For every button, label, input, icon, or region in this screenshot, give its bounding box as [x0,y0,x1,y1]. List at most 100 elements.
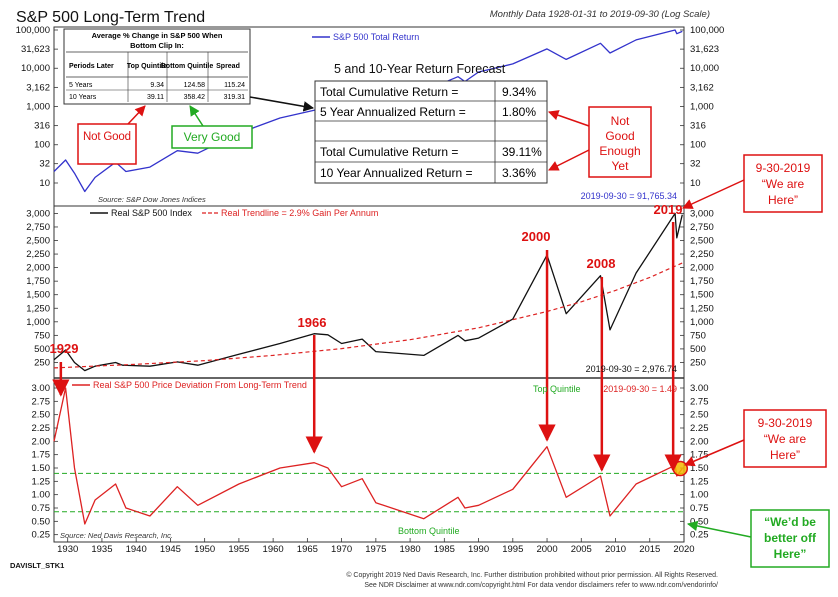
y-tick-label-right: 250 [690,357,706,368]
y-tick-label-right: 1,000 [690,101,714,112]
avg-table-cell: 9.34 [150,82,164,89]
y-tick-label-left: 750 [34,330,50,341]
y-tick-label-right: 2.50 [690,410,709,421]
footer-disclaimer: See NDR Disclaimer at www.ndr.com/copyri… [364,582,718,589]
forecast-label: Total Cumulative Return = [320,85,458,99]
y-tick-label-left: 10 [39,178,50,189]
y-tick-label-right: 1.25 [690,476,709,487]
callout-we-are-here-bottom-line: Here” [770,448,800,462]
x-tick-label: 1935 [91,544,112,555]
avg-table-header-bottom: Bottom Quintile [161,63,214,70]
end-label-real-index: 2019-09-30 = 2,976.74 [586,364,677,374]
x-tick-label: 1945 [160,544,181,555]
y-tick-label-right: 3,000 [690,208,714,219]
legend-deviation: Real S&P 500 Price Deviation From Long-T… [93,380,307,390]
y-tick-label-right: 2.25 [690,423,709,434]
year-label: 2000 [522,229,551,244]
y-tick-label-left: 1.00 [32,490,51,501]
source-ndr: Source: Ned Davis Research, Inc. [60,531,173,540]
callout-very-good-box [171,125,253,149]
y-tick-label-right: 32 [690,159,701,170]
year-label: 2019 [654,202,683,217]
x-tick-label: 1940 [126,544,147,555]
callout-we-are-here-top-box [743,154,823,213]
y-tick-label-right: 2,000 [690,263,714,274]
y-tick-label-right: 0.25 [690,530,709,541]
footer-copyright: © Copyright 2019 Ned Davis Research, Inc… [346,571,718,579]
callout-very-good-arrow [189,105,204,127]
y-tick-label-right: 0.75 [690,503,709,514]
label-top-quintile: Top Quintile [533,384,581,394]
y-tick-label-left: 2.50 [32,410,51,421]
callout-we-are-here-bottom-line: 9-30-2019 [758,416,813,430]
y-tick-label-right: 31,623 [690,44,719,55]
callout-not-good: Not Good [83,131,131,143]
avg-table-header-periods: Periods Later [69,63,114,70]
y-tick-label-right: 316 [690,121,706,132]
y-tick-label-left: 100 [34,140,50,151]
x-tick-label: 2015 [639,544,660,555]
callout-not-good-enough-line: Good [605,129,634,143]
callout-we-are-here-top-line: 9-30-2019 [756,161,811,175]
chart-subtitle: Monthly Data 1928-01-31 to 2019-09-30 (L… [490,9,710,20]
y-tick-label-left: 316 [34,121,50,132]
callout-not-good-arrow [127,105,146,125]
table-link-arrow [249,96,315,112]
y-tick-label-left: 100,000 [16,25,50,36]
x-tick-label: 1960 [263,544,284,555]
callout-we-are-here-bottom-line: “We are [764,432,807,446]
y-tick-label-left: 0.25 [32,530,51,541]
x-tick-label: 2000 [536,544,557,555]
callout-we-are-here-bottom-arrow [684,439,745,467]
x-tick-label: 1980 [400,544,421,555]
y-tick-label-left: 500 [34,344,50,355]
x-tick-label: 1975 [365,544,386,555]
y-tick-label-right: 100 [690,140,706,151]
x-tick-label: 1950 [194,544,215,555]
y-tick-label-right: 10,000 [690,63,719,74]
real-index-line [53,212,683,372]
x-tick-label: 1990 [468,544,489,555]
x-tick-label: 1970 [331,544,352,555]
y-tick-label-left: 1,000 [26,317,50,328]
x-tick-label: 1955 [228,544,249,555]
y-tick-label-left: 10,000 [21,63,50,74]
y-tick-label-left: 32 [39,159,50,170]
y-tick-label-right: 2,250 [690,249,714,260]
forecast-value: 39.11% [502,145,542,159]
y-tick-label-left: 1,750 [26,276,50,287]
y-tick-label-left: 2,500 [26,236,50,247]
y-tick-label-right: 2.00 [690,436,709,447]
callout-we-are-here-top-line: “We are [762,177,805,191]
forecast-table: 5 and 10-Year Return Forecast Total Cumu… [314,62,548,184]
year-label: 2008 [587,256,616,271]
year-label: 1966 [298,315,327,330]
y-tick-label-left: 2.75 [32,396,51,407]
y-tick-label-left: 3,162 [26,82,50,93]
callout-very-good: Very Good [184,130,241,144]
y-tick-label-left: 2.00 [32,436,51,447]
callout-not-good-enough-line: Not [611,114,630,128]
y-tick-label-right: 1,250 [690,303,714,314]
callout-we-are-here-top-line: Here” [768,193,798,207]
avg-table-cell: 115.24 [224,82,245,89]
avg-table-title-1: Average % Change in S&P 500 When [92,31,223,40]
year-label: 1929 [50,341,79,356]
avg-table-cell: 124.58 [184,82,206,89]
y-tick-label-left: 1.50 [32,463,51,474]
label-bottom-quintile: Bottom Quintile [398,526,460,536]
chart-id: DAVISLT_STK1 [10,561,64,570]
callout-better-off-line: Here” [774,547,807,561]
y-tick-label-right: 500 [690,344,706,355]
x-tick-label: 2010 [605,544,626,555]
avg-table-cell: 10 Years [69,94,97,101]
y-tick-label-left: 2.25 [32,423,51,434]
y-tick-label-left: 2,250 [26,249,50,260]
callout-better-off-line: better off [764,531,817,545]
end-label-deviation: 2019-09-30 = 1.49 [603,384,677,394]
avg-change-table: Average % Change in S&P 500 When Bottom … [63,28,251,105]
real-trendline [53,261,685,369]
forecast-value: 9.34% [502,85,536,99]
y-tick-label-left: 1,000 [26,101,50,112]
